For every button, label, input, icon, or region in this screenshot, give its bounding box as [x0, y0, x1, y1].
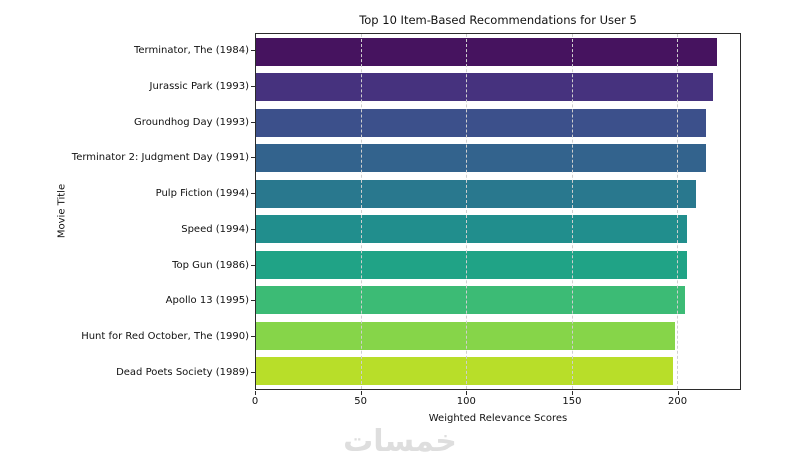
y-tickmark	[251, 86, 255, 88]
bar-row	[256, 176, 740, 212]
bar	[256, 73, 713, 102]
bar	[256, 37, 717, 66]
category-label: Terminator 2: Judgment Day (1991)	[71, 152, 249, 164]
bar-row	[256, 212, 740, 248]
bar-row	[256, 70, 740, 106]
category-label: Speed (1994)	[181, 223, 249, 235]
x-axis-ticklabels: 0 50 100 150 200	[251, 396, 741, 408]
x-ticklabel: 50	[354, 396, 368, 407]
y-tickmark	[251, 335, 255, 337]
gridline	[571, 34, 573, 389]
category-label: Jurassic Park (1993)	[149, 81, 249, 93]
bar	[256, 357, 673, 386]
x-tickmark	[255, 391, 256, 395]
x-tickmark	[571, 391, 573, 395]
bar	[256, 215, 688, 244]
y-tickmark	[251, 371, 255, 373]
category-label: Groundhog Day (1993)	[134, 116, 249, 128]
bar-row	[256, 105, 740, 141]
y-axis-category-labels: Terminator, The (1984) Jurassic Park (199…	[0, 33, 255, 390]
plot-area	[255, 33, 741, 390]
gridline	[676, 34, 678, 389]
bar-row	[256, 354, 740, 390]
bar	[256, 321, 675, 350]
gridline	[361, 34, 363, 389]
x-ticklabel: 100	[456, 396, 476, 407]
y-tickmark	[251, 193, 255, 195]
bar	[256, 144, 707, 173]
category-label: Terminator, The (1984)	[133, 45, 249, 57]
gridline	[466, 34, 468, 389]
watermark-text: خمسات	[343, 424, 457, 459]
x-ticklabel: 150	[562, 396, 582, 407]
x-tickmark	[677, 391, 679, 395]
x-tickmark	[466, 391, 468, 395]
bar-row	[256, 34, 740, 70]
bar-row	[256, 141, 740, 177]
x-axis-tickmarks	[255, 391, 741, 395]
y-tickmark	[251, 50, 255, 52]
x-tickmark	[360, 391, 362, 395]
y-tickmark	[251, 228, 255, 230]
y-tickmark	[251, 264, 255, 266]
x-axis-label: Weighted Relevance Scores	[428, 413, 568, 424]
bar	[256, 179, 696, 208]
bar	[256, 108, 707, 137]
bar	[256, 250, 688, 279]
bar-row	[256, 318, 740, 354]
category-label: Apollo 13 (1995)	[165, 295, 249, 307]
y-tickmark	[251, 300, 255, 302]
category-label: Hunt for Red October, The (1990)	[81, 330, 249, 342]
bar-row	[256, 283, 740, 319]
category-label: Dead Poets Society (1989)	[116, 366, 249, 378]
category-label: Pulp Fiction (1994)	[155, 188, 249, 200]
y-tickmark	[251, 121, 255, 123]
category-label: Top Gun (1986)	[172, 259, 249, 271]
chart-title: Top 10 Item-Based Recommendations for Us…	[359, 13, 637, 27]
bar	[256, 286, 686, 315]
y-tickmark	[251, 157, 255, 159]
x-ticklabel: 0	[251, 396, 259, 407]
bar-row	[256, 247, 740, 283]
x-ticklabel: 200	[668, 396, 688, 407]
